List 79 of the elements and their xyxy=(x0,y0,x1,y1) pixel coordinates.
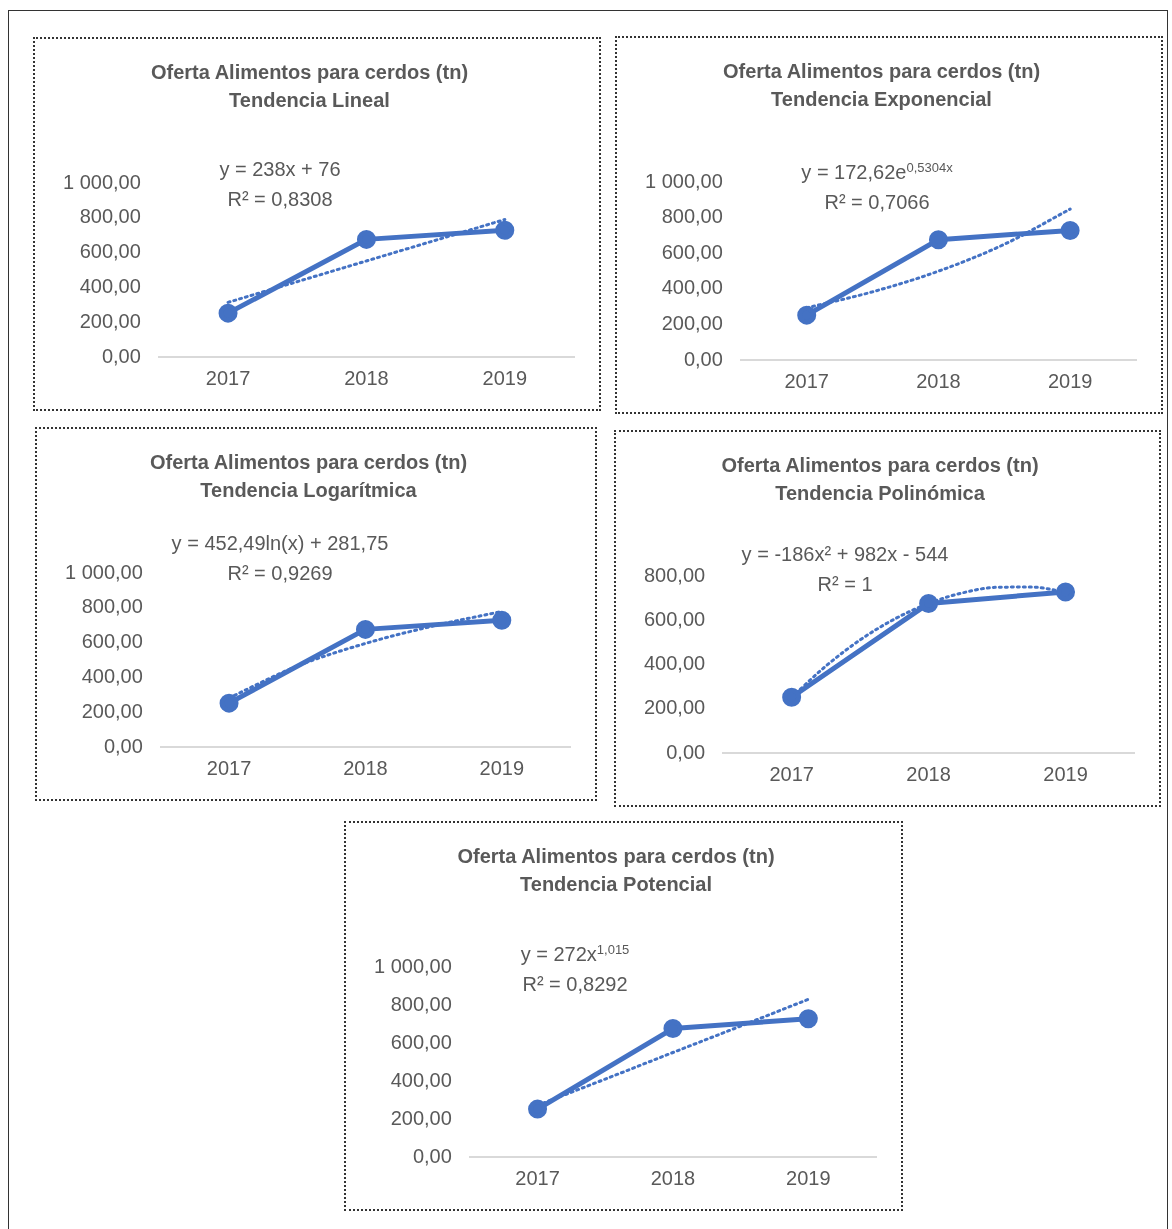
chart-title: Oferta Alimentos para cerdos (tn) xyxy=(722,59,1041,82)
x-tick-label: 2018 xyxy=(916,369,961,392)
y-tick-label: 400,00 xyxy=(644,652,706,675)
y-tick-label: 1 000,00 xyxy=(64,560,143,583)
y-tick-label: 800,00 xyxy=(390,992,452,1015)
x-tick-label: 2019 xyxy=(1047,369,1093,392)
annotation: R² = 0,8308 xyxy=(227,187,333,211)
x-tick-label: 2019 xyxy=(1043,762,1088,785)
y-tick-label: 800,00 xyxy=(81,595,143,618)
y-tick-label: 200,00 xyxy=(79,309,141,332)
chart-subtitle: Tendencia Potencial xyxy=(520,872,712,895)
point xyxy=(919,593,939,613)
y-tick-label: 1 000,00 xyxy=(373,954,452,977)
y-tick-label: 200,00 xyxy=(661,311,723,334)
chart-subtitle: Tendencia Logarítmica xyxy=(200,478,418,501)
point xyxy=(356,229,376,249)
x-tick-label: 2017 xyxy=(206,756,252,779)
y-tick-label: 0,00 xyxy=(683,347,723,370)
chart-subtitle: Tendencia Exponencial xyxy=(771,87,992,110)
annotation: R² = 1 xyxy=(817,572,873,596)
y-tick-label: 600,00 xyxy=(661,240,723,263)
y-tick-label: 600,00 xyxy=(79,240,141,263)
point xyxy=(928,230,948,250)
y-tick-label: 400,00 xyxy=(79,274,141,297)
point xyxy=(218,303,238,323)
chart-subtitle: Tendencia Lineal xyxy=(229,88,390,111)
x-tick-label: 2019 xyxy=(482,366,528,389)
point xyxy=(797,305,817,325)
annotation: y = 172,62e$^{0,5304x}$ xyxy=(801,159,953,185)
annotation: R² = 0,9269 xyxy=(227,561,333,585)
x-tick-label: 2017 xyxy=(205,366,251,389)
y-tick-label: 200,00 xyxy=(390,1106,452,1129)
point xyxy=(219,693,239,713)
point xyxy=(1060,220,1080,240)
annotation: R² = 0,7066 xyxy=(824,190,930,214)
point xyxy=(528,1099,548,1119)
y-tick-label: 600,00 xyxy=(644,607,706,630)
y-tick-label: 0,00 xyxy=(103,734,143,757)
chart-title: Oferta Alimentos para cerdos (tn) xyxy=(150,60,469,83)
text: y = 452,49ln(x) + 281,75 xyxy=(171,531,389,555)
point xyxy=(495,220,515,240)
chart-title: Oferta Alimentos para cerdos (tn) xyxy=(149,450,468,473)
y-tick-label: 600,00 xyxy=(390,1030,452,1053)
point xyxy=(355,619,375,639)
chart-title: Oferta Alimentos para cerdos (tn) xyxy=(457,844,775,867)
y-tick-label: 800,00 xyxy=(79,205,141,228)
x-tick-label: 2018 xyxy=(906,762,951,785)
y-tick-label: 800,00 xyxy=(661,205,723,228)
x-tick-label: 2018 xyxy=(344,366,389,389)
y-tick-label: 800,00 xyxy=(644,563,706,586)
point xyxy=(798,1009,818,1029)
chart-title: Oferta Alimentos para cerdos (tn) xyxy=(721,453,1039,476)
y-tick-label: 0,00 xyxy=(101,344,141,367)
text: y = -186x² + 982x - 544 xyxy=(741,542,949,566)
x-tick-label: 2017 xyxy=(515,1166,560,1189)
point xyxy=(663,1019,683,1039)
x-tick-label: 2019 xyxy=(786,1166,831,1189)
text: y = 272x$^{1,015}$ xyxy=(520,941,630,967)
chart-subtitle: Tendencia Polinómica xyxy=(775,481,986,504)
y-tick-label: 600,00 xyxy=(81,630,143,653)
y-tick-label: 0,00 xyxy=(412,1144,452,1167)
point xyxy=(782,687,802,707)
x-tick-label: 2018 xyxy=(343,756,388,779)
y-tick-label: 1 000,00 xyxy=(62,170,141,193)
y-tick-label: 400,00 xyxy=(661,276,723,299)
y-tick-label: 200,00 xyxy=(644,696,706,719)
y-tick-label: 400,00 xyxy=(81,664,143,687)
annotation: R² = 0,8292 xyxy=(522,972,628,996)
x-tick-label: 2018 xyxy=(650,1166,696,1189)
y-tick-label: 400,00 xyxy=(390,1068,452,1091)
x-tick-label: 2019 xyxy=(479,756,525,779)
x-tick-label: 2017 xyxy=(784,369,829,392)
point xyxy=(492,610,512,630)
x-tick-label: 2017 xyxy=(769,762,814,785)
y-tick-label: 200,00 xyxy=(81,699,143,722)
y-tick-label: 0,00 xyxy=(666,740,706,763)
point xyxy=(1056,582,1076,602)
text: y = 238x + 76 xyxy=(219,157,341,181)
y-tick-label: 1 000,00 xyxy=(644,169,723,192)
